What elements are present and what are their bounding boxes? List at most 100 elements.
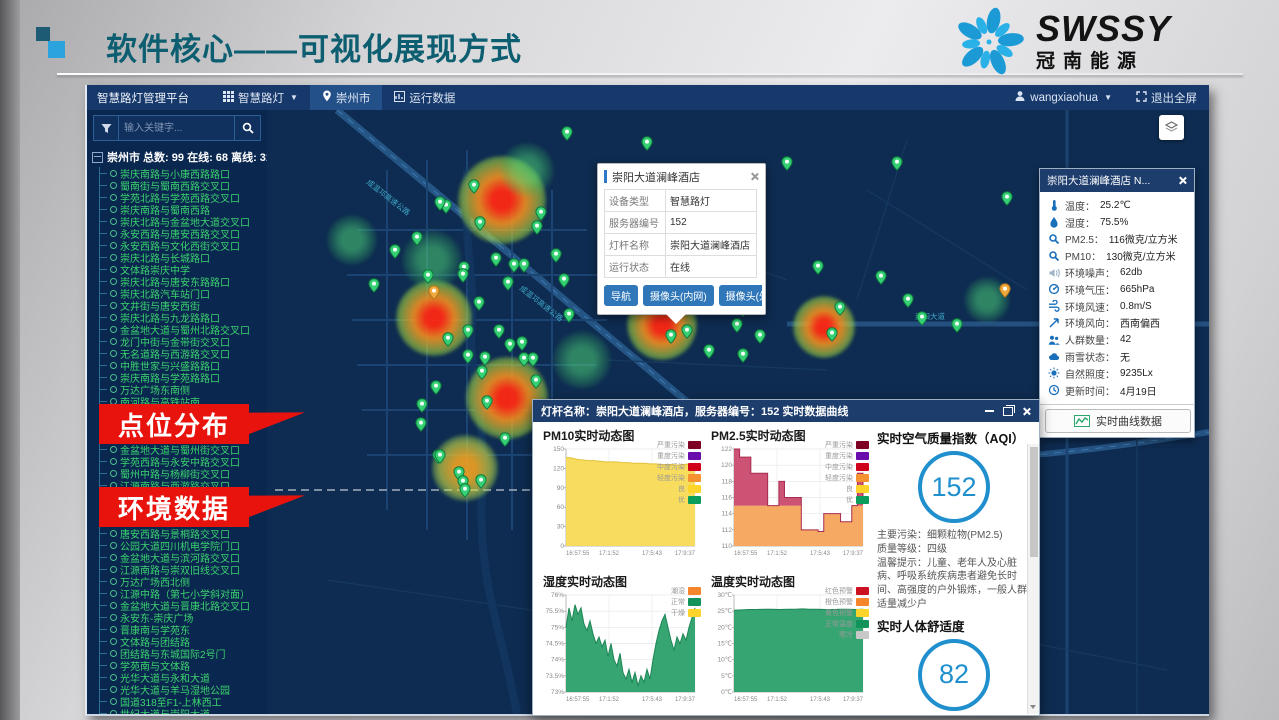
tree-item[interactable]: 龙门中街与金带街交叉口 xyxy=(100,335,267,347)
tree-item[interactable]: 永安西路与文化西街交叉口 xyxy=(100,239,267,251)
streetlight-pin[interactable] xyxy=(468,178,480,194)
streetlight-pin[interactable] xyxy=(502,276,515,292)
tree-item[interactable]: 蜀州中路与杨柳街交叉口 xyxy=(100,467,267,479)
filter-button[interactable] xyxy=(94,116,119,140)
streetlight-pin[interactable] xyxy=(891,156,903,171)
streetlight-pin[interactable] xyxy=(951,318,963,333)
nav-smart-light[interactable]: 智慧路灯 ▼ xyxy=(211,85,310,110)
streetlight-pin[interactable] xyxy=(490,251,502,267)
tree-item[interactable]: 文体路与团结路 xyxy=(100,635,267,647)
tree-item[interactable]: 崇庆北路与金盆地大道交叉口 xyxy=(100,215,267,227)
camera-external-button[interactable]: 摄像头(外网) xyxy=(718,285,762,306)
streetlight-pin[interactable] xyxy=(499,432,511,447)
streetlight-pin[interactable] xyxy=(665,329,677,345)
search-button[interactable] xyxy=(234,116,260,140)
streetlight-pin[interactable] xyxy=(875,270,887,286)
streetlight-pin[interactable] xyxy=(476,365,488,380)
tree-item[interactable]: 崇庆北路与长城路口 xyxy=(100,251,267,263)
streetlight-pin-warning[interactable] xyxy=(428,285,440,300)
tree-item[interactable]: 崇庆北路与唐安东路路口 xyxy=(100,275,267,287)
nav-city[interactable]: 崇州市 xyxy=(309,85,383,110)
streetlight-pin[interactable] xyxy=(416,398,428,414)
tree-item[interactable]: 学苑南与文体路 xyxy=(100,659,267,671)
tree-item[interactable]: 学苑西路与永安中路交叉口 xyxy=(100,455,267,467)
tree-item[interactable]: 公园大道四川机电学院门口 xyxy=(100,539,267,551)
tree-item[interactable]: 万达广场东南侧 xyxy=(100,383,267,395)
streetlight-pin[interactable] xyxy=(508,258,520,273)
streetlight-pin[interactable] xyxy=(456,268,469,283)
streetlight-pin[interactable] xyxy=(558,272,570,288)
streetlight-pin[interactable] xyxy=(754,329,766,344)
streetlight-pin[interactable] xyxy=(414,417,427,433)
tree-item[interactable]: 蜀南街与蜀南西路交叉口 xyxy=(100,179,267,191)
scrollbar[interactable] xyxy=(1027,444,1039,714)
tree-item[interactable]: 文井街与唐安西街 xyxy=(100,299,267,311)
streetlight-pin[interactable] xyxy=(530,374,542,389)
tree-item[interactable]: 万达广场西北侧 xyxy=(100,575,267,587)
tree-item[interactable]: 国道318至F1-上林西工 xyxy=(100,695,267,707)
streetlight-pin[interactable] xyxy=(434,195,446,211)
tree-item[interactable]: 永安西路与唐安西路交叉口 xyxy=(100,227,267,239)
streetlight-pin[interactable] xyxy=(902,293,915,309)
tree-item[interactable]: 光华大道与永和大道 xyxy=(100,671,267,683)
tree-item[interactable]: 世纪大道与崇阳大道 xyxy=(100,707,267,714)
tree-item[interactable]: 崇庆南路与小康西路路口 xyxy=(100,167,267,179)
camera-internal-button[interactable]: 摄像头(内网) xyxy=(643,285,714,306)
tree-item[interactable]: 金盆地大道与蜀州街交叉口 xyxy=(100,443,267,455)
streetlight-pin[interactable] xyxy=(473,296,485,311)
streetlight-pin[interactable] xyxy=(563,308,575,323)
tree-item[interactable]: 团结路与东城国际2号门 xyxy=(100,647,267,659)
search-input[interactable] xyxy=(119,116,234,140)
tree-item[interactable]: 金盆地大道与滨河路交叉口 xyxy=(100,551,267,563)
tree-item[interactable]: 中胜世家与兴盛路路口 xyxy=(100,359,267,371)
scrollbar-thumb[interactable] xyxy=(1030,447,1038,557)
streetlight-pin[interactable] xyxy=(368,278,380,293)
minimize-icon[interactable] xyxy=(985,410,994,412)
streetlight-pin[interactable] xyxy=(518,352,530,368)
streetlight-pin[interactable] xyxy=(527,352,539,368)
streetlight-pin[interactable] xyxy=(442,332,454,347)
streetlight-pin[interactable] xyxy=(493,324,505,340)
tree-item[interactable]: 文体路崇庆中学 xyxy=(100,263,267,275)
streetlight-pin[interactable] xyxy=(411,231,423,247)
streetlight-pin[interactable] xyxy=(474,215,486,231)
streetlight-pin[interactable] xyxy=(389,244,401,259)
streetlight-pin[interactable] xyxy=(531,219,543,235)
tree-item[interactable]: 崇庆北路汽车站门口 xyxy=(100,287,267,299)
streetlight-pin[interactable] xyxy=(517,258,530,273)
streetlight-pin[interactable] xyxy=(550,248,562,264)
streetlight-pin[interactable] xyxy=(641,136,653,151)
streetlight-pin[interactable] xyxy=(481,395,493,411)
streetlight-pin[interactable] xyxy=(731,318,743,333)
tree-item[interactable]: 晋康南与学苑东 xyxy=(100,623,267,635)
collapse-icon[interactable] xyxy=(92,151,103,163)
streetlight-pin[interactable] xyxy=(422,269,434,284)
tree-item[interactable]: 学苑北路与学苑西路交叉口 xyxy=(100,191,267,203)
navigate-button[interactable]: 导航 xyxy=(604,285,638,306)
streetlight-pin[interactable] xyxy=(429,380,442,395)
streetlight-pin[interactable] xyxy=(479,351,491,367)
tree-item[interactable]: 光华大道与羊马湿地公园 xyxy=(100,683,267,695)
tree-item[interactable]: 江源南路与崇双旧线交叉口 xyxy=(100,563,267,575)
tree-item[interactable]: 崇庆北路与九龙路路口 xyxy=(100,311,267,323)
streetlight-pin-warning[interactable] xyxy=(999,283,1011,298)
tree-item[interactable]: 江源中路（第七小学斜对面） xyxy=(100,587,267,599)
streetlight-pin[interactable] xyxy=(812,260,824,276)
close-icon[interactable] xyxy=(1178,176,1187,185)
streetlight-pin[interactable] xyxy=(737,347,749,363)
streetlight-pin[interactable] xyxy=(916,311,928,326)
streetlight-pin[interactable] xyxy=(834,301,846,317)
streetlight-pin[interactable] xyxy=(535,205,547,221)
close-icon[interactable] xyxy=(1022,407,1031,416)
streetlight-pin[interactable] xyxy=(475,474,487,490)
streetlight-pin[interactable] xyxy=(504,338,516,353)
tree-item[interactable]: 金盆地大道与蜀州北路交叉口 xyxy=(100,323,267,335)
tree-item[interactable]: 崇庆南路与学苑路路口 xyxy=(100,371,267,383)
streetlight-pin[interactable] xyxy=(681,324,693,340)
restore-icon[interactable] xyxy=(1003,404,1015,416)
streetlight-pin[interactable] xyxy=(703,344,715,359)
streetlight-pin[interactable] xyxy=(516,335,528,351)
close-icon[interactable] xyxy=(750,172,759,181)
streetlight-pin[interactable] xyxy=(826,326,838,342)
realtime-curve-button[interactable]: 实时曲线数据 xyxy=(1045,408,1191,433)
